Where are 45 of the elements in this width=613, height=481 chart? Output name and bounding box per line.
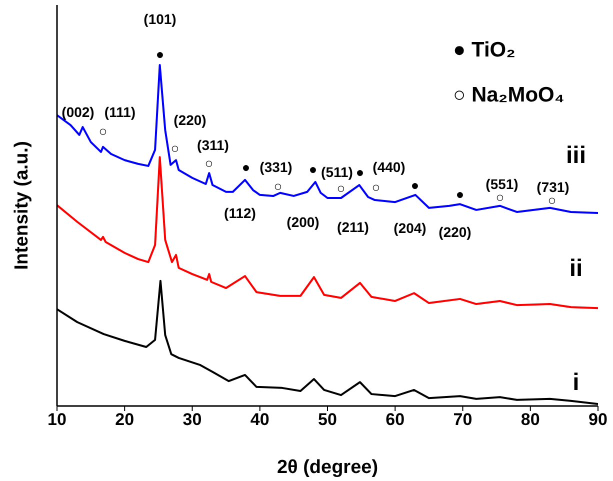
annotation: (731) bbox=[536, 179, 570, 195]
x-tick-label: 60 bbox=[386, 410, 405, 430]
x-tick-label: 70 bbox=[453, 410, 472, 430]
x-tick-label: 20 bbox=[115, 410, 134, 430]
text: (101) bbox=[144, 11, 176, 27]
annotation: (220) bbox=[174, 112, 206, 128]
annotation: (511) bbox=[321, 164, 353, 180]
annotation: (551) bbox=[486, 176, 518, 192]
x-tick-label: 10 bbox=[48, 410, 66, 430]
annotation: ○ bbox=[548, 192, 556, 208]
annotation: (204) bbox=[394, 220, 426, 236]
x-tick-label: 40 bbox=[250, 410, 270, 430]
x-tick-label: 80 bbox=[520, 410, 540, 430]
annotation: ○ bbox=[336, 180, 346, 196]
annotation: (002) bbox=[62, 104, 94, 120]
annotation: ● bbox=[308, 161, 318, 177]
annotation: ○ bbox=[372, 179, 380, 195]
annotation: ● bbox=[356, 164, 364, 180]
annotation: (211) bbox=[337, 219, 369, 235]
annotation: ○ bbox=[274, 178, 282, 194]
annotation: (440) bbox=[372, 159, 406, 175]
annotation: ○ bbox=[496, 189, 504, 205]
annotation: ● bbox=[456, 186, 464, 202]
x-tick-label: 50 bbox=[318, 410, 337, 430]
annotation: ● bbox=[410, 177, 420, 193]
annotation: (112) bbox=[224, 205, 256, 221]
series-label: ii bbox=[569, 255, 583, 282]
x-tick-label: 30 bbox=[182, 410, 202, 430]
text: ● bbox=[156, 46, 164, 62]
annotation: ○ bbox=[170, 140, 180, 156]
annotation: ○ Na₂MoO₄ bbox=[453, 84, 564, 106]
x-axis-title: 2θ (degree) bbox=[276, 457, 378, 478]
annotation: (311) bbox=[197, 137, 229, 153]
text: ● TiO₂ bbox=[453, 38, 516, 62]
annotation: ○ bbox=[204, 155, 214, 171]
annotation: ● bbox=[242, 159, 250, 175]
series-label: iii bbox=[566, 142, 586, 169]
x-tick-label: 90 bbox=[588, 410, 608, 430]
annotation: (331) bbox=[260, 159, 292, 175]
series-label: i bbox=[572, 368, 580, 396]
annotation: (111) bbox=[104, 104, 136, 120]
annotation: (200) bbox=[286, 214, 320, 230]
annotation: ○ bbox=[98, 123, 108, 139]
annotation: (220) bbox=[438, 224, 472, 240]
y-axis-title: Intensity (a.u.) bbox=[12, 141, 33, 270]
